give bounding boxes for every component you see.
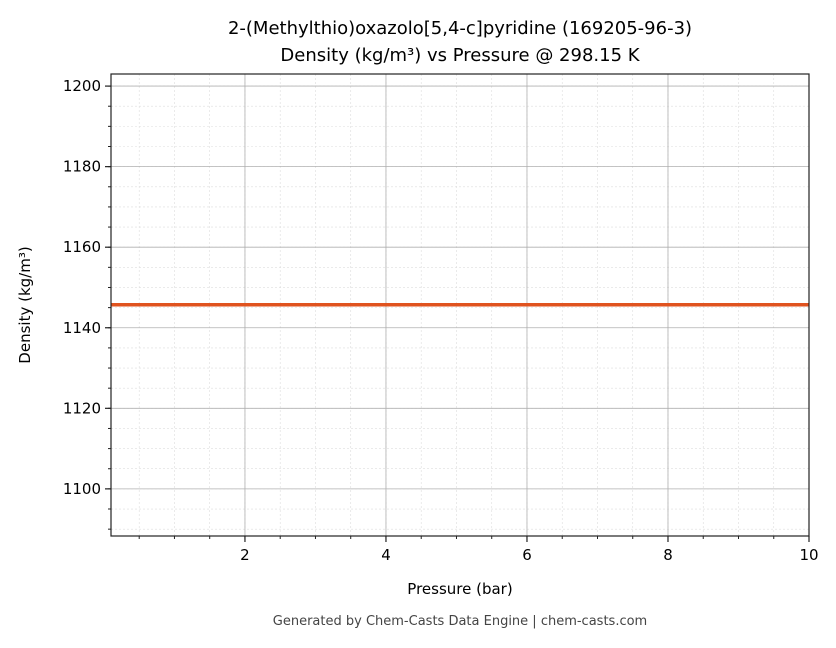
- chart-title: 2-(Methylthio)oxazolo[5,4-c]pyridine (16…: [228, 18, 692, 39]
- y-tick-label: 1140: [63, 319, 101, 337]
- x-tick-label: 6: [522, 546, 532, 564]
- y-tick-label: 1100: [63, 480, 101, 498]
- y-tick-label: 1160: [63, 238, 101, 256]
- x-tick-label: 8: [663, 546, 673, 564]
- x-tick-label: 2: [240, 546, 250, 564]
- x-tick-label: 10: [799, 546, 818, 564]
- ticks: 2 4 6 8 10 1100 1120 1140 1160 1180 1200: [63, 77, 819, 564]
- y-tick-label: 1200: [63, 77, 101, 95]
- y-axis-label: Density (kg/m³): [16, 246, 34, 363]
- x-tick-label: 4: [381, 546, 391, 564]
- y-tick-label: 1180: [63, 158, 101, 176]
- chart-subtitle: Density (kg/m³) vs Pressure @ 298.15 K: [280, 45, 640, 66]
- x-axis-label: Pressure (bar): [407, 580, 512, 598]
- footer: Generated by Chem-Casts Data Engine | ch…: [273, 614, 647, 629]
- y-tick-label: 1120: [63, 399, 101, 417]
- plot-frame: [110, 73, 810, 537]
